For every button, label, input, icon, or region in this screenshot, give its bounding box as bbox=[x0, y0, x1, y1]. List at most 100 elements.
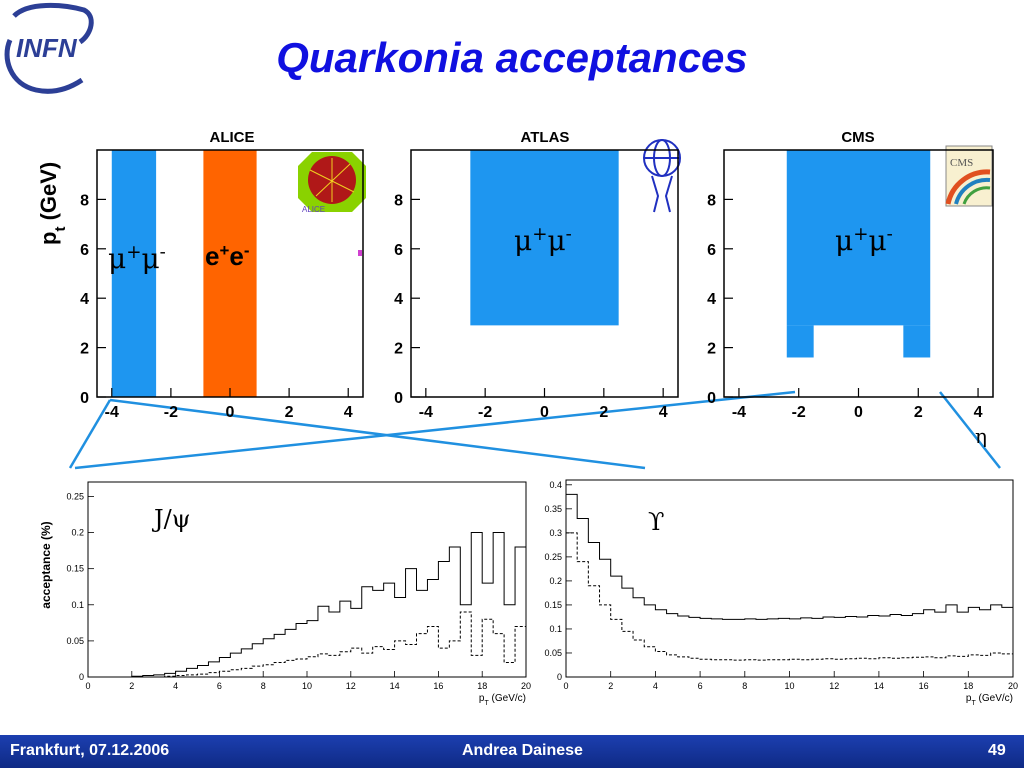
y-tick-label: 0.2 bbox=[549, 576, 562, 586]
x-tick-label: -4 bbox=[732, 404, 746, 421]
region-label: e+e- bbox=[205, 241, 249, 272]
x-axis-label: pT (GeV/c) bbox=[479, 693, 526, 707]
x-tick-label: -2 bbox=[164, 404, 178, 421]
x-tick-label: -2 bbox=[792, 404, 806, 421]
x-tick-label: 0 bbox=[563, 681, 568, 691]
plot-frame bbox=[87, 481, 527, 678]
x-tick-label: 2 bbox=[129, 681, 134, 691]
x-tick-label: 18 bbox=[963, 681, 973, 691]
y-tick-label: 4 bbox=[394, 291, 403, 308]
acceptance-region bbox=[786, 150, 931, 326]
upsilon-acceptance-plot: 0 2 4 6 8 10 12 14 16 18 20 0 0.05 0.1 0.15 0.2 0.25 0.3 0… bbox=[544, 479, 1018, 707]
footer-page-number: 49 bbox=[988, 742, 1006, 759]
acceptance-region bbox=[786, 325, 814, 358]
acceptance-region bbox=[203, 150, 257, 397]
y-tick-label: 0.05 bbox=[544, 648, 562, 658]
footer-bar: Frankfurt, 07.12.2006 Andrea Dainese 49 bbox=[0, 735, 1024, 768]
x-tick-label: 20 bbox=[1008, 681, 1018, 691]
y-tick-label: 2 bbox=[394, 341, 403, 358]
x-tick-label: 12 bbox=[346, 681, 356, 691]
y-tick-label: 0.15 bbox=[544, 600, 562, 610]
x-tick-label: 2 bbox=[285, 404, 294, 421]
particle-annotation: ϒ bbox=[648, 508, 664, 536]
y-tick-label: 0.1 bbox=[71, 600, 84, 610]
y-axis-label: acceptance (%) bbox=[39, 521, 53, 608]
y-tick-label: 4 bbox=[80, 291, 89, 308]
histogram-series-solid bbox=[566, 493, 1013, 620]
connector-line bbox=[109, 398, 646, 470]
y-tick-label: 0.3 bbox=[549, 528, 562, 538]
connector-lines bbox=[68, 390, 1001, 470]
x-tick-label: 4 bbox=[659, 404, 668, 421]
y-tick-label: 0 bbox=[557, 672, 562, 682]
x-tick-label: 14 bbox=[390, 681, 400, 691]
y-tick-label: 0.15 bbox=[66, 564, 84, 574]
plot-frame bbox=[565, 479, 1014, 678]
panel-title: ATLAS bbox=[521, 129, 570, 146]
y-tick-label: 0.35 bbox=[544, 504, 562, 514]
x-tick-label: 16 bbox=[919, 681, 929, 691]
y-tick-label: 2 bbox=[80, 341, 89, 358]
x-tick-label: -4 bbox=[419, 404, 433, 421]
x-tick-label: 20 bbox=[521, 681, 531, 691]
y-tick-label: 0.05 bbox=[66, 636, 84, 646]
jpsi-acceptance-plot: 0 2 4 6 8 10 12 14 16 18 20 0 0.05 0.1 0.15 0.2 0.25 pT (… bbox=[39, 481, 531, 707]
x-tick-label: 6 bbox=[217, 681, 222, 691]
y-axis-label: pt (GeV) bbox=[36, 162, 69, 245]
footer-author: Andrea Dainese bbox=[462, 742, 583, 759]
y-tick-label: 0.25 bbox=[66, 491, 84, 501]
y-tick-label: 0.4 bbox=[549, 480, 562, 490]
x-tick-label: 2 bbox=[608, 681, 613, 691]
x-tick-label: 18 bbox=[477, 681, 487, 691]
x-tick-label: -4 bbox=[105, 404, 119, 421]
x-tick-label: 8 bbox=[742, 681, 747, 691]
atlas-logo-icon bbox=[643, 139, 681, 213]
x-tick-label: 10 bbox=[784, 681, 794, 691]
x-tick-label: 2 bbox=[599, 404, 608, 421]
x-tick-label: 4 bbox=[974, 404, 983, 421]
connector-line bbox=[68, 399, 112, 469]
y-tick-label: 2 bbox=[707, 341, 716, 358]
x-tick-label: 0 bbox=[854, 404, 863, 421]
region-label: μ+μ- bbox=[108, 242, 166, 276]
x-tick-label: 0 bbox=[226, 404, 235, 421]
infn-logo: INFN bbox=[4, 2, 94, 94]
footer-location-date: Frankfurt, 07.12.2006 bbox=[10, 742, 170, 759]
x-tick-label: 4 bbox=[344, 404, 353, 421]
y-tick-label: 0.1 bbox=[549, 624, 562, 634]
y-tick-label: 0.25 bbox=[544, 552, 562, 562]
acceptance-region bbox=[111, 150, 157, 397]
acceptance-region bbox=[470, 150, 619, 326]
x-tick-label: 10 bbox=[302, 681, 312, 691]
x-tick-label: 14 bbox=[874, 681, 884, 691]
cms-logo-icon: CMS bbox=[945, 145, 993, 207]
region-label: μ+μ- bbox=[835, 224, 893, 258]
y-tick-label: 0 bbox=[707, 390, 716, 407]
infn-logo-text: INFN bbox=[16, 33, 78, 63]
x-tick-label: 8 bbox=[261, 681, 266, 691]
x-tick-label: -2 bbox=[478, 404, 492, 421]
y-tick-label: 8 bbox=[80, 192, 89, 209]
cms-panel: CMS -4 -2 0 2 4 0 2 4 6 8 μ+μ- bbox=[707, 129, 994, 421]
particle-annotation: J/ψ bbox=[151, 505, 191, 533]
x-tick-label: 12 bbox=[829, 681, 839, 691]
y-tick-label: 0.2 bbox=[71, 528, 84, 538]
x-tick-label: 0 bbox=[540, 404, 549, 421]
histogram-series-dashed bbox=[88, 611, 526, 678]
panel-title: ALICE bbox=[210, 129, 255, 146]
y-tick-label: 8 bbox=[394, 192, 403, 209]
region-label: μ+μ- bbox=[514, 224, 572, 258]
acceptance-region bbox=[903, 325, 931, 358]
x-tick-label: 4 bbox=[173, 681, 178, 691]
x-axis-label: pT (GeV/c) bbox=[966, 693, 1013, 707]
x-tick-label: 0 bbox=[85, 681, 90, 691]
y-tick-label: 6 bbox=[707, 242, 716, 259]
atlas-panel: ATLAS -4 -2 0 2 4 0 2 4 6 8 μ+μ- bbox=[394, 129, 679, 421]
alice-logo-icon: ALICE bbox=[298, 150, 366, 214]
page-title: Quarkonia acceptances bbox=[276, 34, 748, 81]
svg-text:CMS: CMS bbox=[950, 157, 973, 169]
y-tick-label: 0 bbox=[80, 390, 89, 407]
x-tick-label: 6 bbox=[698, 681, 703, 691]
y-tick-label: 6 bbox=[394, 242, 403, 259]
